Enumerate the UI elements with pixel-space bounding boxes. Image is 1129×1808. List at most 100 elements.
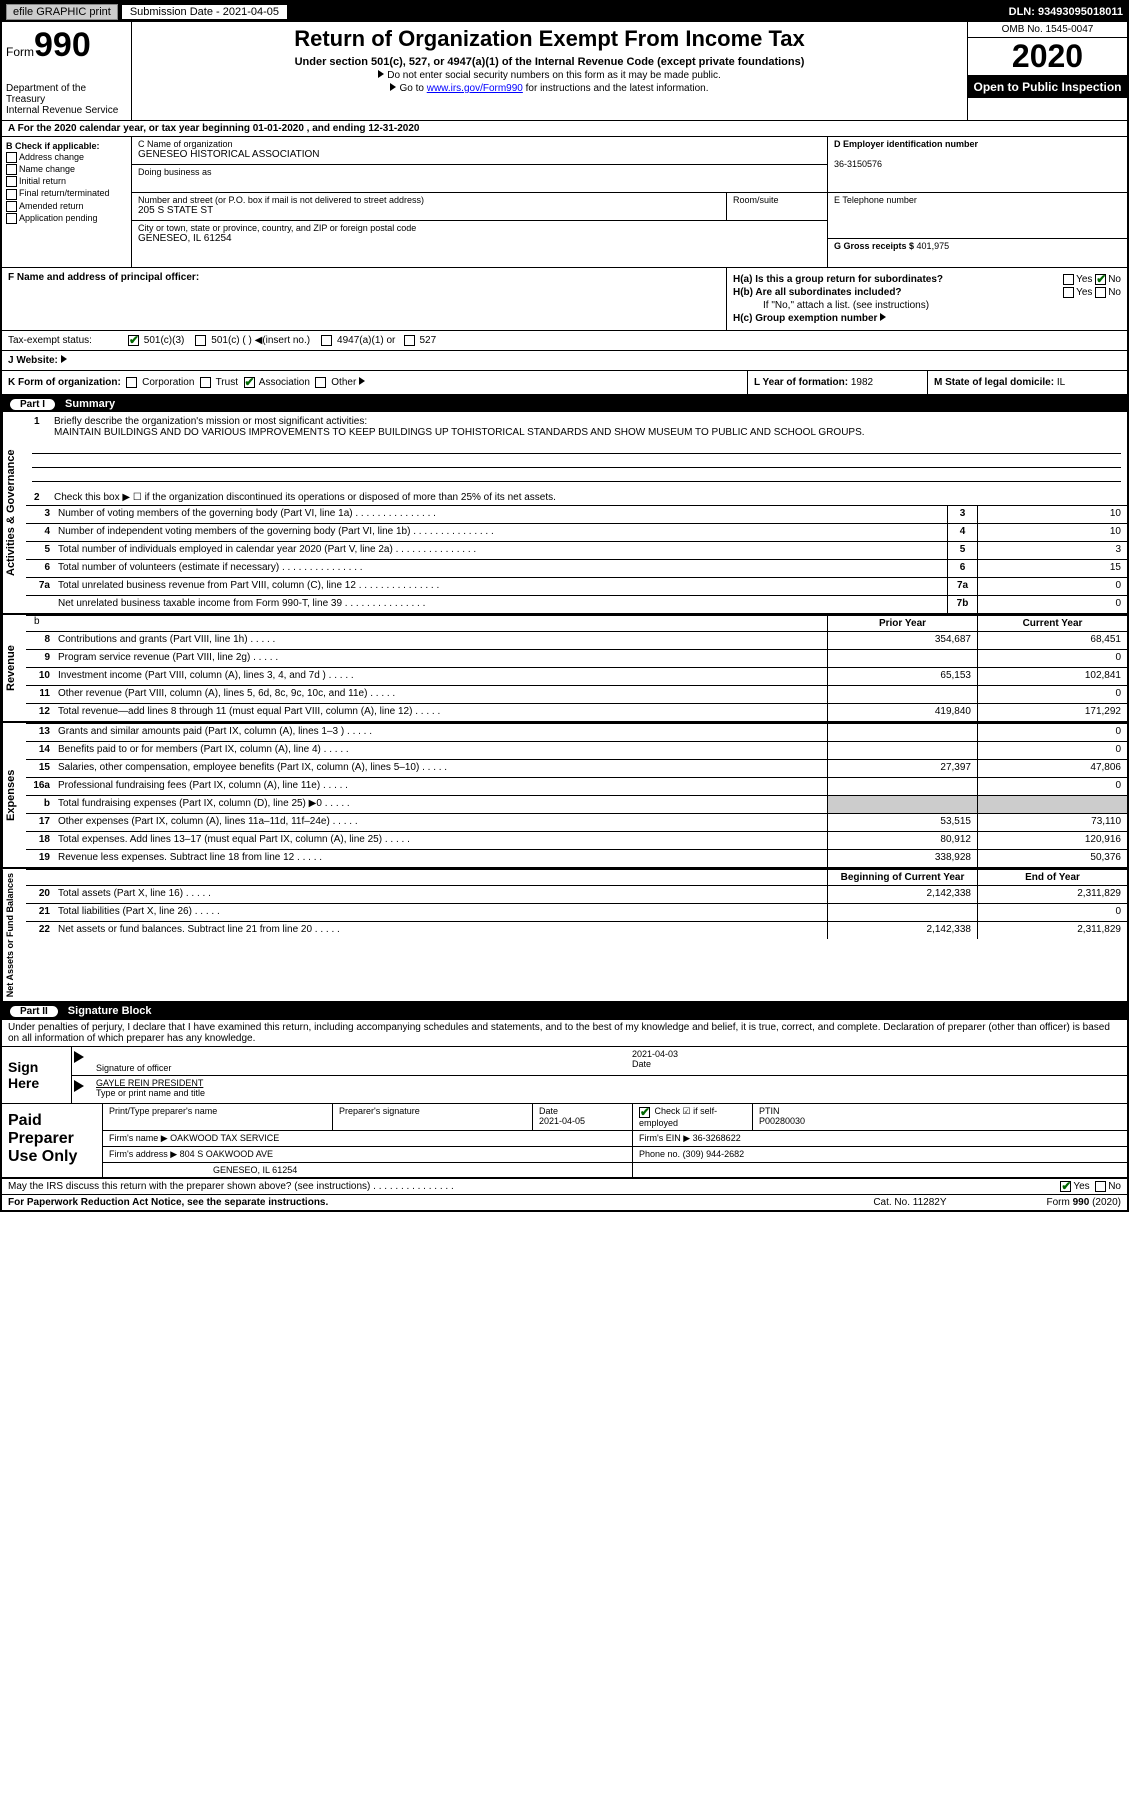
form-label: Form (6, 45, 34, 59)
table-row: 7a Total unrelated business revenue from… (26, 577, 1127, 595)
hb-note: If "No," attach a list. (see instruction… (733, 300, 1121, 311)
prep-date-val: 2021-04-05 (539, 1116, 585, 1126)
cb-initial-return[interactable]: Initial return (6, 176, 127, 187)
prep-row1: Print/Type preparer's name Preparer's si… (103, 1104, 1127, 1130)
table-row: 18 Total expenses. Add lines 13–17 (must… (26, 831, 1127, 849)
dln: DLN: 93493095018011 (1009, 6, 1123, 18)
cb-corp[interactable] (126, 377, 137, 388)
tax-year: 2020 (968, 38, 1127, 76)
cb-527[interactable] (404, 335, 415, 346)
firm-city-val: GENESEO, IL 61254 (103, 1163, 633, 1177)
net-header-row: Beginning of Current Year End of Year (26, 869, 1127, 885)
cb-self-employed[interactable] (639, 1107, 650, 1118)
prep-row3: Firm's address ▶ 804 S OAKWOOD AVE Phone… (103, 1147, 1127, 1163)
ha-line: H(a) Is this a group return for subordin… (733, 274, 1121, 285)
part1-pill: Part I (10, 399, 55, 410)
part1-header: Part I Summary (2, 396, 1127, 412)
declaration: Under penalties of perjury, I declare th… (2, 1019, 1127, 1046)
discuss-no[interactable] (1095, 1181, 1106, 1192)
table-row: 6 Total number of volunteers (estimate i… (26, 559, 1127, 577)
table-row: 21 Total liabilities (Part X, line 26) 0 (26, 903, 1127, 921)
cb-other[interactable] (315, 377, 326, 388)
table-row: b Total fundraising expenses (Part IX, c… (26, 795, 1127, 813)
cb-501c3[interactable] (128, 335, 139, 346)
arrow-icon (74, 1051, 84, 1063)
note-goto: Go to www.irs.gov/Form990 for instructio… (140, 83, 959, 94)
hb-yes[interactable] (1063, 287, 1074, 298)
form-container: efile GRAPHIC print Submission Date - 20… (0, 0, 1129, 1212)
cb-final-return[interactable]: Final return/terminated (6, 188, 127, 199)
net-assets-section: Net Assets or Fund Balances Beginning of… (2, 869, 1127, 1003)
org-name-value: GENESEO HISTORICAL ASSOCIATION (138, 149, 821, 160)
cb-assoc[interactable] (244, 377, 255, 388)
cb-name-change[interactable]: Name change (6, 164, 127, 175)
ein-label: D Employer identification number (834, 139, 978, 149)
side-net: Net Assets or Fund Balances (2, 869, 26, 1001)
sig-name-val: GAYLE REIN PRESIDENT (96, 1078, 1121, 1088)
discuss-yes[interactable] (1060, 1181, 1071, 1192)
ein-value: 36-3150576 (834, 159, 882, 169)
arrow-icon (74, 1080, 84, 1092)
ruled-line (32, 468, 1121, 482)
cb-address-change[interactable]: Address change (6, 152, 127, 163)
address-row: Number and street (or P.O. box if mail i… (132, 193, 827, 221)
col-current: Current Year (977, 616, 1127, 631)
section-fgh: F Name and address of principal officer:… (2, 268, 1127, 331)
hb-no[interactable] (1095, 287, 1106, 298)
gross-row: G Gross receipts $ 401,975 (828, 239, 1127, 267)
ein-row: D Employer identification number 36-3150… (828, 137, 1127, 193)
col-b-checkboxes: B Check if applicable: Address change Na… (2, 137, 132, 267)
top-bar: efile GRAPHIC print Submission Date - 20… (2, 2, 1127, 22)
firm-ein-lbl: Firm's EIN ▶ (639, 1133, 690, 1143)
table-row: 9 Program service revenue (Part VIII, li… (26, 649, 1127, 667)
omb-no: OMB No. 1545-0047 (968, 22, 1127, 38)
cb-trust[interactable] (200, 377, 211, 388)
table-row: 17 Other expenses (Part IX, column (A), … (26, 813, 1127, 831)
form-title: Return of Organization Exempt From Incom… (140, 26, 959, 52)
tel-row: E Telephone number (828, 193, 1127, 239)
ha-no[interactable] (1095, 274, 1106, 285)
org-name-row: C Name of organization GENESEO HISTORICA… (132, 137, 827, 165)
table-row: 15 Salaries, other compensation, employe… (26, 759, 1127, 777)
ruled-line (32, 454, 1121, 468)
cb-501c[interactable] (195, 335, 206, 346)
part2-header: Part II Signature Block (2, 1003, 1127, 1019)
table-row: 11 Other revenue (Part VIII, column (A),… (26, 685, 1127, 703)
hb-line: H(b) Are all subordinates included?Yes N… (733, 287, 1121, 298)
ptin-val: P00280030 (759, 1116, 805, 1126)
cb-amended[interactable]: Amended return (6, 201, 127, 212)
form-subtitle: Under section 501(c), 527, or 4947(a)(1)… (140, 56, 959, 68)
arrow-icon (359, 377, 365, 385)
cb-4947[interactable] (321, 335, 332, 346)
dba-row: Doing business as (132, 165, 827, 193)
note-ssn: Do not enter social security numbers on … (140, 70, 959, 81)
efile-print-btn[interactable]: efile GRAPHIC print (6, 4, 118, 20)
preparer-block: Paid Preparer Use Only Print/Type prepar… (2, 1104, 1127, 1178)
k-form-org: K Form of organization: Corporation Trus… (2, 371, 747, 394)
table-row: 12 Total revenue—add lines 8 through 11 … (26, 703, 1127, 721)
dba-label: Doing business as (138, 167, 212, 177)
col-d-ein: D Employer identification number 36-3150… (827, 137, 1127, 267)
part1-title: Summary (65, 398, 115, 410)
mission-text: MAINTAIN BUILDINGS AND DO VARIOUS IMPROV… (54, 427, 865, 438)
sign-here-label: Sign Here (2, 1047, 72, 1103)
prep-name-lbl: Print/Type preparer's name (103, 1104, 333, 1129)
irs-link[interactable]: www.irs.gov/Form990 (427, 83, 523, 94)
side-revenue: Revenue (2, 615, 26, 721)
side-activities: Activities & Governance (2, 412, 26, 613)
ptin-lbl: PTIN (759, 1106, 780, 1116)
table-row: Net unrelated business taxable income fr… (26, 595, 1127, 613)
prep-row2: Firm's name ▶ OAKWOOD TAX SERVICE Firm's… (103, 1131, 1127, 1147)
org-name-label: C Name of organization (138, 139, 821, 149)
table-row: 4 Number of independent voting members o… (26, 523, 1127, 541)
row-tax-status: Tax-exempt status: 501(c)(3) 501(c) ( ) … (2, 331, 1127, 351)
ha-yes[interactable] (1063, 274, 1074, 285)
sign-block: Sign Here 2021-04-03Date Signature of of… (2, 1046, 1127, 1104)
cb-pending[interactable]: Application pending (6, 213, 127, 224)
ruled-line (32, 440, 1121, 454)
sig-name-line: GAYLE REIN PRESIDENT Type or print name … (72, 1076, 1127, 1100)
prep-date-lbl: Date (539, 1106, 558, 1116)
submission-date: Submission Date - 2021-04-05 (122, 5, 287, 19)
header-left: Form990 Department of the Treasury Inter… (2, 22, 132, 120)
line1-mission: 1 Briefly describe the organization's mi… (26, 412, 1127, 440)
